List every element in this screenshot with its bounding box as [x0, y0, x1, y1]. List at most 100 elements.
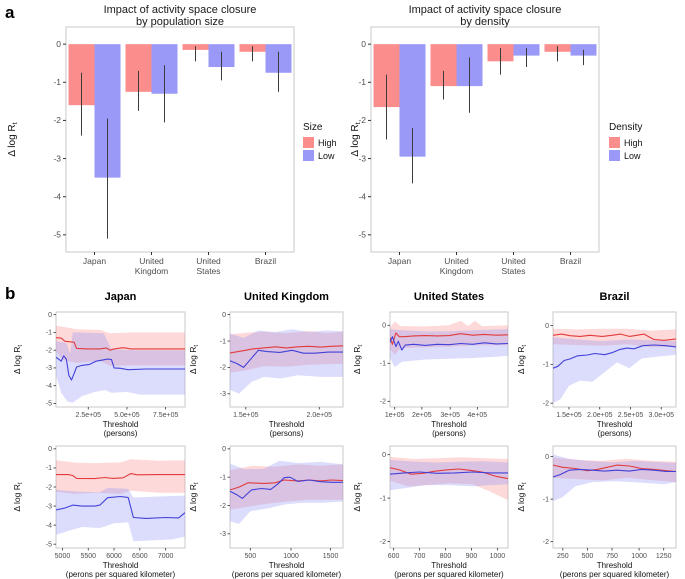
- x-tick-label: 700: [414, 553, 426, 560]
- y-tick-label: -5: [46, 401, 52, 408]
- y-axis-label: Δ log Rt: [516, 482, 528, 511]
- confidence-band-low: [56, 332, 185, 403]
- trend-line-high: [230, 479, 343, 491]
- y-tick-label: 0: [222, 312, 226, 319]
- x-axis-label: Threshold: [269, 561, 305, 570]
- x-tick-label: 5000: [55, 553, 71, 560]
- x-axis-label: Threshold: [103, 561, 139, 570]
- confidence-band-low: [230, 329, 343, 394]
- x-axis-label-units: (persons): [432, 429, 466, 438]
- y-axis-label: Δ log Rt: [12, 345, 24, 374]
- y-tick-label: -4: [46, 522, 52, 529]
- x-tick-label: 2e+05: [412, 412, 432, 419]
- x-tick-label: 1000: [283, 553, 299, 560]
- y-tick-label: -3: [358, 153, 366, 163]
- y-tick-label: -1: [543, 362, 549, 369]
- y-tick-label: -4: [358, 191, 366, 201]
- line-chart-brazil-density: 0 -1 -2 250 500 750 1000 1250 Δ log Rt Threshold(…: [516, 445, 677, 579]
- legend-swatch-high: [609, 137, 620, 148]
- y-tick-label: -1: [380, 361, 386, 368]
- x-tick-label: 750: [606, 553, 618, 560]
- x-axis-label-units: (perons per squared kilometer): [232, 570, 342, 579]
- line-chart-us-persons: 0 -1 -2 1e+05 2e+05 3e+05 4e+05 United States Δ …: [352, 291, 509, 438]
- y-tick-label: 0: [545, 323, 549, 330]
- plot-panel: [55, 311, 186, 408]
- trend-line-high: [56, 337, 185, 351]
- x-axis-label-units: (persons): [104, 429, 138, 438]
- x-axis-label-units: (perons per squared kilometer): [66, 570, 176, 579]
- y-axis-label: Δ log Rt: [352, 345, 364, 374]
- y-tick-label: -2: [543, 539, 549, 546]
- chart-title: by population size: [136, 16, 224, 28]
- x-axis-label-units: (persons): [270, 429, 304, 438]
- y-tick-label: 0: [48, 312, 52, 319]
- x-tick-label: 900: [466, 553, 478, 560]
- trend-line-high: [390, 332, 508, 345]
- x-axis-label: Threshold: [431, 420, 467, 429]
- trend-line-high: [230, 345, 343, 354]
- legend-label-high: High: [624, 138, 643, 148]
- plot-panel: [552, 311, 677, 408]
- x-tick-label: 3e+05: [440, 412, 460, 419]
- x-tick-label: 1.5e+05: [233, 412, 259, 419]
- x-axis-label: Threshold: [597, 561, 633, 570]
- plot-area: [56, 459, 185, 542]
- y-tick-label: -5: [46, 541, 52, 548]
- y-tick-label: 0: [382, 452, 386, 459]
- confidence-band-high: [56, 325, 185, 366]
- line-chart-uk-persons: 0 -1 -2 -3 1.5e+05 2.0e+05 United Kingdom Δ log…: [188, 291, 344, 438]
- x-tick-label: Brazil: [560, 256, 581, 266]
- y-tick-label: -2: [380, 399, 386, 406]
- x-tick-label: United: [196, 256, 221, 266]
- x-tick-label: 1000: [490, 553, 506, 560]
- y-tick-label: -2: [543, 400, 549, 407]
- y-tick-label: -2: [53, 115, 61, 125]
- x-tick-label: United: [444, 256, 469, 266]
- y-tick-label: -1: [220, 338, 226, 345]
- y-axis-label: Δ log Rt: [12, 482, 24, 511]
- x-tick-label: 800: [440, 553, 452, 560]
- legend-swatch-high: [303, 137, 314, 148]
- plot-area: [553, 454, 676, 502]
- x-tick-label: 250: [557, 553, 569, 560]
- x-axis-label: Threshold: [103, 420, 139, 429]
- x-axis-label-units: (perons per squared kilometer): [560, 570, 670, 579]
- confidence-band-high: [56, 459, 185, 494]
- y-tick-label: -1: [543, 496, 549, 503]
- plot-panel: [229, 445, 344, 549]
- chart-title: Japan: [105, 291, 137, 303]
- y-axis-label: Δ log Rt: [7, 122, 19, 156]
- x-tick-label: Kingdom: [440, 266, 474, 276]
- x-tick-label: 600: [388, 553, 400, 560]
- legend-label-low: Low: [624, 151, 641, 161]
- y-tick-label: -1: [53, 77, 61, 87]
- x-axis-label-units: (perons per squared kilometer): [394, 570, 504, 579]
- y-tick-label: 0: [382, 323, 386, 330]
- y-axis-label: Δ log Rt: [516, 345, 528, 374]
- x-axis-label: Threshold: [431, 561, 467, 570]
- x-tick-label: 5.0e+05: [114, 412, 140, 419]
- plot-panel: [389, 311, 509, 408]
- trend-line-high: [56, 473, 185, 480]
- y-tick-label: -1: [220, 474, 226, 481]
- x-tick-label: 6000: [106, 553, 122, 560]
- x-tick-label: Japan: [388, 256, 411, 266]
- confidence-band-low: [553, 454, 676, 502]
- x-tick-label: 2.5e+05: [76, 412, 102, 419]
- y-tick-label: -4: [53, 191, 61, 201]
- legend-swatch-low: [303, 150, 314, 161]
- y-tick-label: -1: [380, 495, 386, 502]
- x-tick-label: 5500: [80, 553, 96, 560]
- x-tick-label: Japan: [83, 256, 106, 266]
- x-axis-label: Threshold: [597, 420, 633, 429]
- confidence-band-high: [230, 331, 343, 373]
- y-tick-label: -3: [220, 391, 226, 398]
- y-tick-label: -2: [380, 539, 386, 546]
- x-tick-label: 500: [582, 553, 594, 560]
- confidence-band-high: [553, 328, 676, 348]
- confidence-band-high: [230, 464, 343, 510]
- legend-swatch-low: [609, 150, 620, 161]
- y-tick-label: -2: [220, 365, 226, 372]
